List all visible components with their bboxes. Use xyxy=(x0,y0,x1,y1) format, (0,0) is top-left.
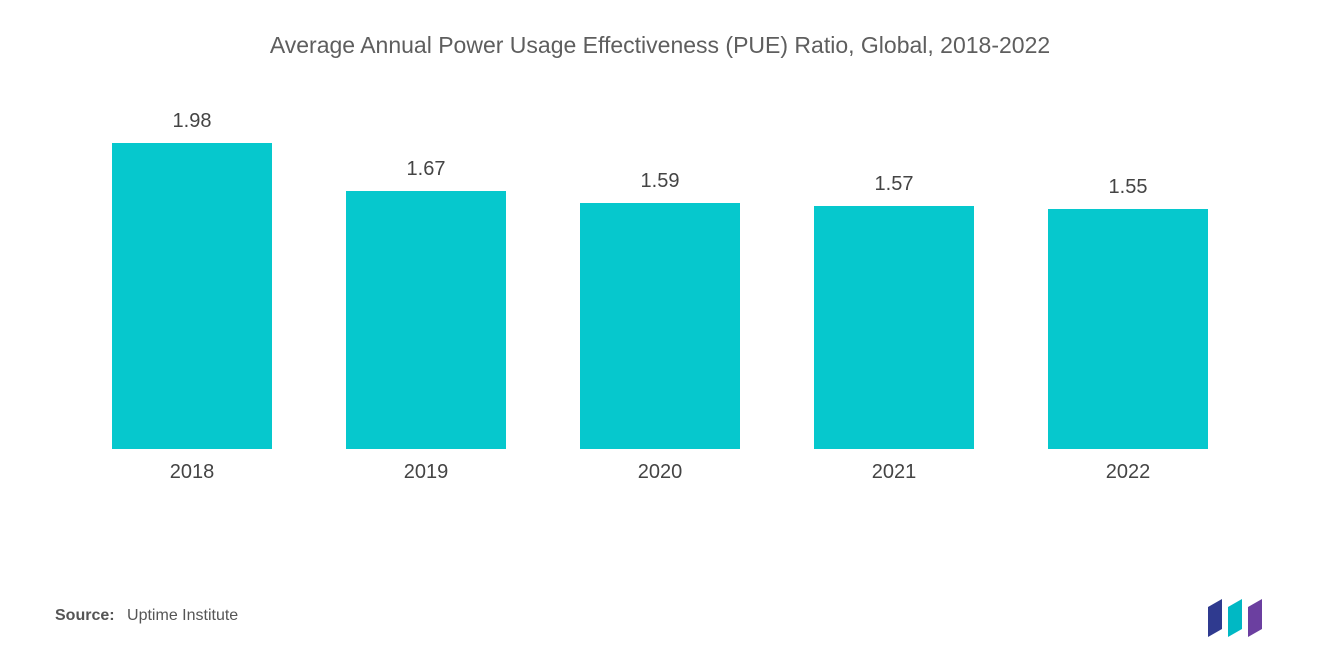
x-axis-label: 2021 xyxy=(777,461,1011,484)
brand-logo xyxy=(1200,597,1270,637)
x-axis-label: 2020 xyxy=(543,461,777,484)
bar xyxy=(580,203,740,449)
bar-value-label: 1.55 xyxy=(1109,176,1148,199)
bar xyxy=(1048,209,1208,449)
bar-value-label: 1.98 xyxy=(173,110,212,133)
bar-group: 1.55 xyxy=(1011,176,1245,449)
bar-group: 1.57 xyxy=(777,173,1011,449)
source-text: Uptime Institute xyxy=(127,607,238,624)
chart-area: 1.98 1.67 1.59 1.57 1.55 2018201920202021202… xyxy=(0,69,1320,499)
x-axis-labels: 20182019202020212022 xyxy=(55,449,1265,484)
bar xyxy=(346,191,506,449)
bar-group: 1.59 xyxy=(543,170,777,449)
bars-container: 1.98 1.67 1.59 1.57 1.55 xyxy=(55,69,1265,449)
bar-value-label: 1.67 xyxy=(407,158,446,181)
x-axis-label: 2019 xyxy=(309,461,543,484)
bar xyxy=(814,206,974,449)
x-axis-label: 2022 xyxy=(1011,461,1245,484)
bar-group: 1.98 xyxy=(75,110,309,449)
source-line: Source: Uptime Institute xyxy=(55,607,238,625)
bar xyxy=(112,143,272,449)
bar-group: 1.67 xyxy=(309,158,543,449)
bar-value-label: 1.57 xyxy=(875,173,914,196)
chart-title: Average Annual Power Usage Effectiveness… xyxy=(0,0,1320,69)
bar-value-label: 1.59 xyxy=(641,170,680,193)
x-axis-label: 2018 xyxy=(75,461,309,484)
source-label: Source: xyxy=(55,607,115,624)
